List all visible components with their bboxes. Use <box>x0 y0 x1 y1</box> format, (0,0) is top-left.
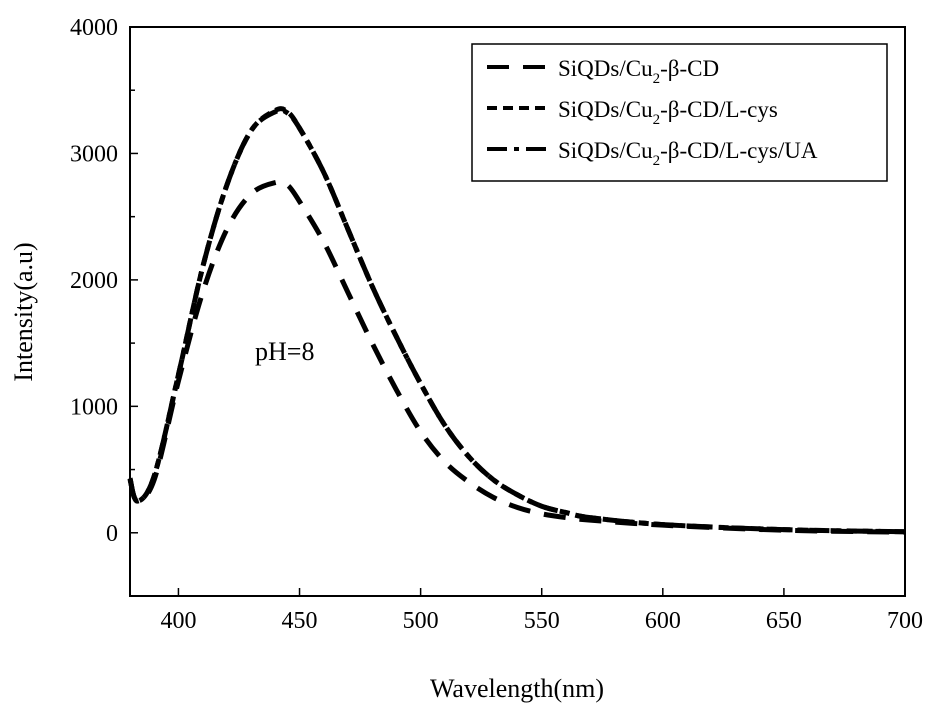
y-tick-label: 1000 <box>70 394 118 420</box>
x-tick-label: 700 <box>887 608 923 634</box>
x-tick-label: 400 <box>160 608 196 634</box>
x-tick-label: 550 <box>524 608 560 634</box>
x-tick-label: 600 <box>645 608 681 634</box>
x-axis: 400 450 500 550 600 650 700 <box>160 588 923 634</box>
legend: SiQDs/Cu2-β-CD SiQDs/Cu2-β-CD/L-cys SiQDs/… <box>471 43 888 182</box>
curves <box>127 106 906 535</box>
x-tick-label: 650 <box>766 608 802 634</box>
y-axis: 0 1000 2000 3000 4000 <box>70 15 138 597</box>
annotation-ph: pH=8 <box>255 337 314 366</box>
series-line-1 <box>127 179 906 535</box>
series-line-3 <box>127 107 906 535</box>
x-tick-label: 450 <box>282 608 318 634</box>
x-axis-label: Wavelength(nm) <box>430 674 604 703</box>
legend-label: SiQDs/Cu2-β-CD/L-cys/UA <box>558 138 818 169</box>
legend-label: SiQDs/Cu2-β-CD/L-cys <box>558 97 778 128</box>
y-tick-label: 4000 <box>70 15 118 41</box>
y-tick-label: 2000 <box>70 268 118 294</box>
y-tick-label: 0 <box>106 521 118 547</box>
y-axis-label: Intensity(a.u) <box>9 242 38 381</box>
x-tick-label: 500 <box>403 608 439 634</box>
plot-frame <box>129 26 906 597</box>
legend-label: SiQDs/Cu2-β-CD <box>558 56 719 87</box>
y-tick-label: 3000 <box>70 141 118 167</box>
